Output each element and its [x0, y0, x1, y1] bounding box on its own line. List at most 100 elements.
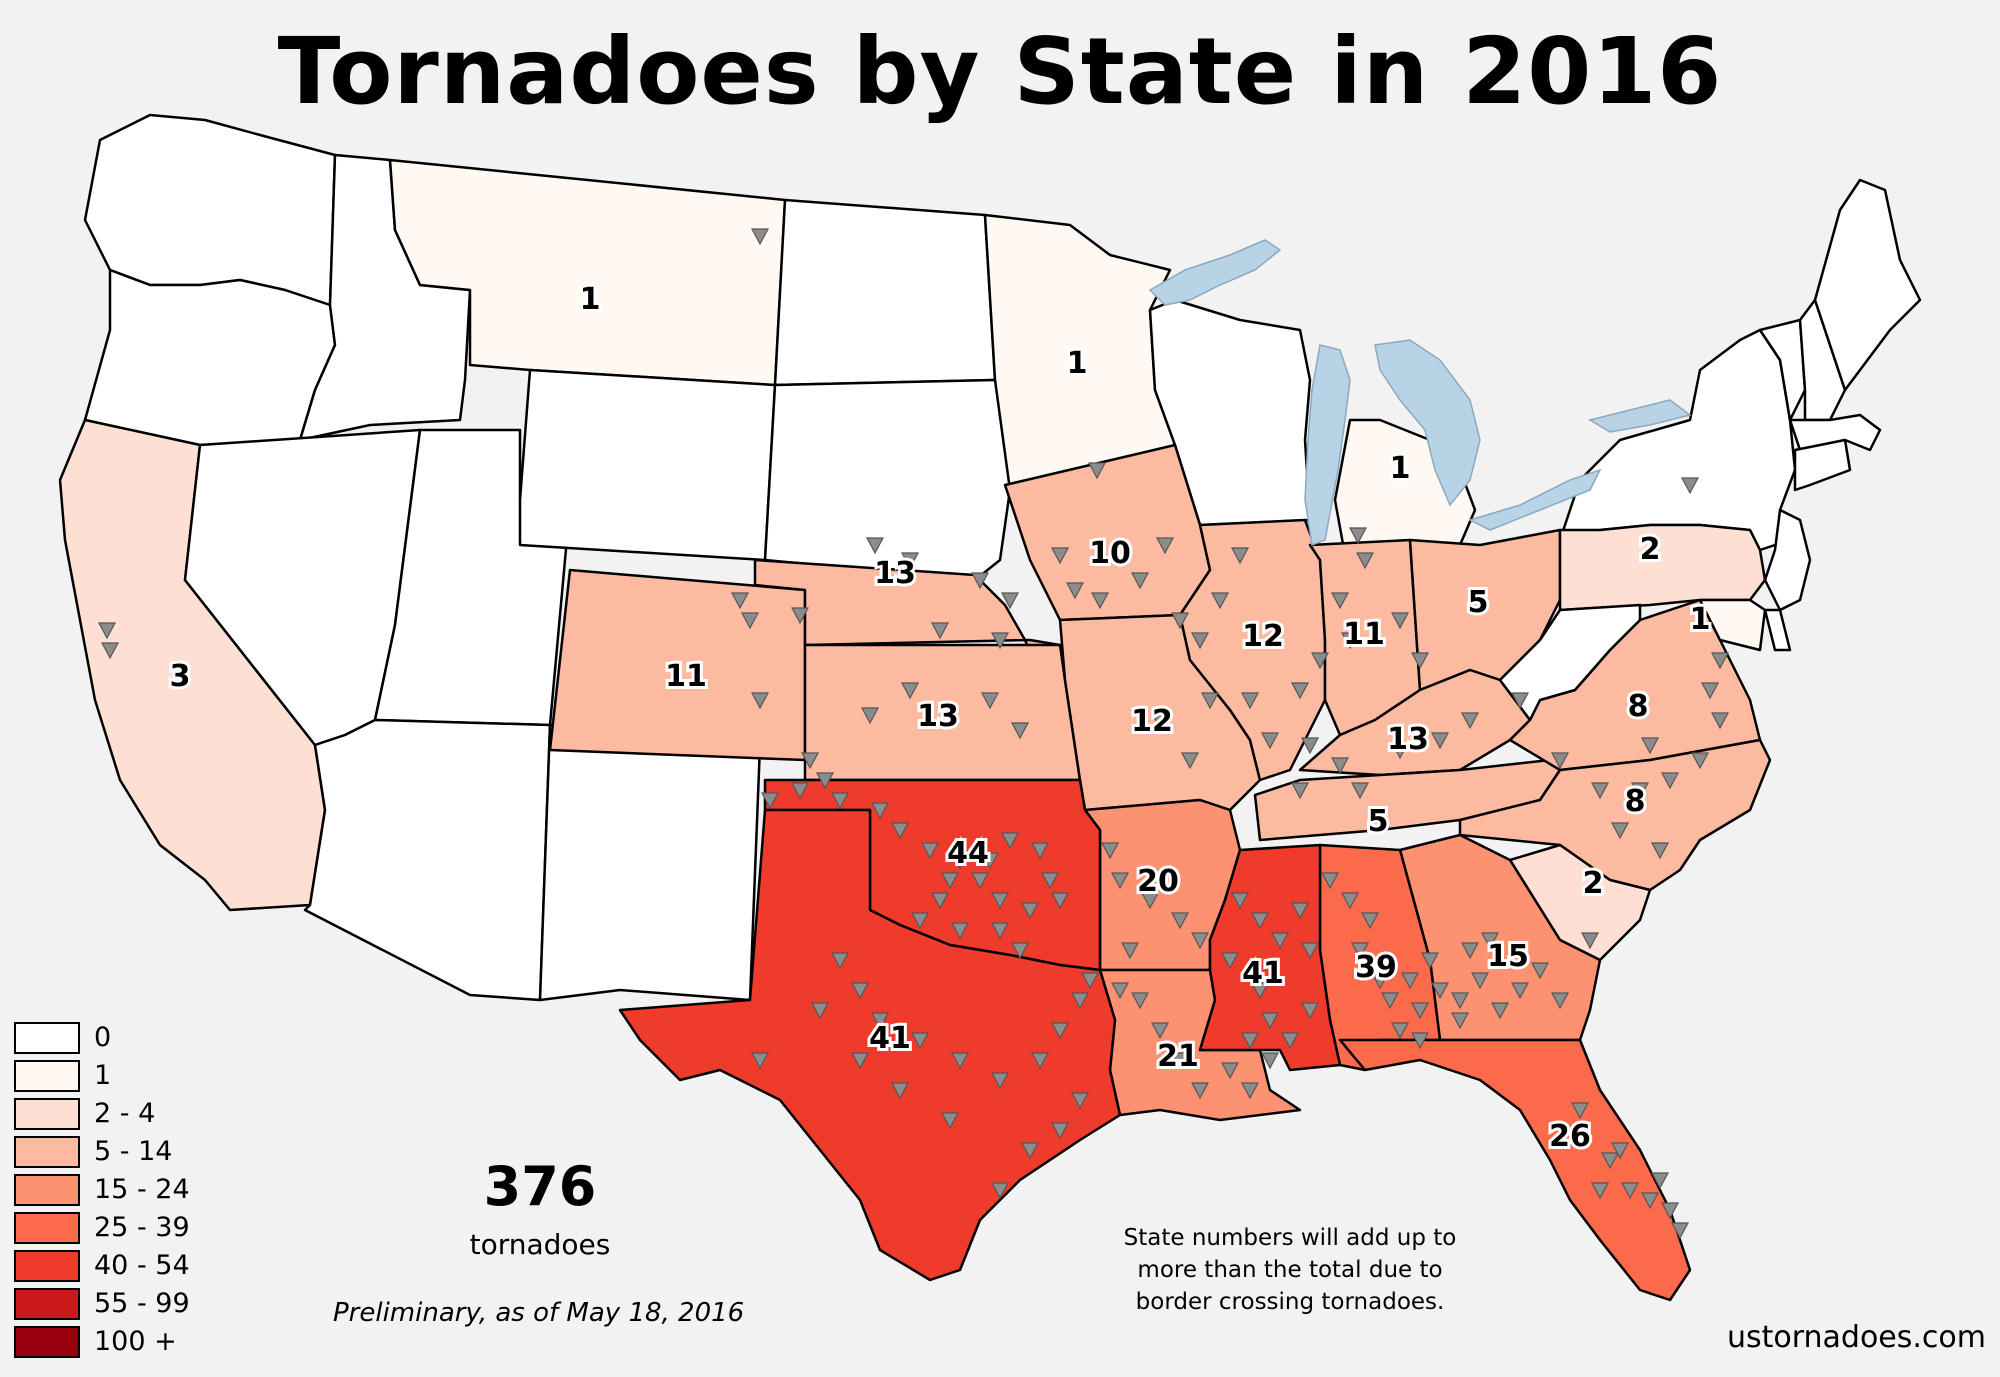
tornado-marker	[1611, 1142, 1629, 1160]
tornado-marker	[941, 1112, 959, 1130]
tornado-marker	[98, 622, 116, 640]
tornado-marker	[1651, 842, 1669, 860]
tornado-marker	[1321, 872, 1339, 890]
legend-label: 25 - 39	[94, 1212, 190, 1243]
legend-swatch	[14, 1022, 80, 1054]
total-count: 376	[483, 1155, 597, 1218]
tornado-marker	[871, 802, 889, 820]
state-ny	[1558, 328, 1797, 552]
state-count-in: 11	[1343, 617, 1385, 652]
tornado-marker	[831, 792, 849, 810]
tornado-marker	[1011, 942, 1029, 960]
state-wi	[1148, 298, 1312, 527]
tornado-marker	[1031, 842, 1049, 860]
tornado-marker	[981, 692, 999, 710]
tornado-marker	[931, 892, 949, 910]
tornado-marker	[1671, 1222, 1689, 1240]
tornado-marker	[951, 852, 969, 870]
state-vt	[1758, 318, 1807, 422]
tornado-marker	[1341, 892, 1359, 910]
state-count-ar: 20	[1137, 864, 1179, 899]
map-title: Tornadoes by State in 2016	[277, 18, 1723, 125]
tornado-marker	[1661, 772, 1679, 790]
tornado-marker	[1691, 752, 1709, 770]
state-count-la: 21	[1157, 1039, 1199, 1074]
tornado-marker	[1088, 462, 1106, 480]
tornado-marker	[1401, 972, 1419, 990]
tornado-marker	[1591, 1182, 1609, 1200]
tornado-marker	[1411, 1002, 1429, 1020]
lake-michigan	[1304, 344, 1351, 547]
tornado-marker	[1291, 682, 1309, 700]
tornado-marker	[1631, 782, 1649, 800]
tornado-marker	[1301, 942, 1319, 960]
tornado-marker	[866, 537, 884, 555]
tornado-marker	[1171, 912, 1189, 930]
state-count-ks: 13	[917, 699, 959, 734]
tornado-marker	[1121, 942, 1139, 960]
tornado-marker	[1251, 912, 1269, 930]
tornado-marker	[1551, 992, 1569, 1010]
state-ms	[1198, 843, 1342, 1072]
legend-label: 1	[94, 1060, 112, 1091]
tornado-marker	[1151, 712, 1169, 730]
tornado-marker	[991, 922, 1009, 940]
tornado-marker	[1411, 1032, 1429, 1050]
state-count-va: 8	[1628, 689, 1649, 724]
state-count-oh: 5	[1468, 585, 1489, 620]
tornado-marker	[1301, 737, 1319, 755]
tornado-marker	[991, 1072, 1009, 1090]
tornado-marker	[1411, 652, 1429, 670]
tornado-marker	[911, 1032, 929, 1050]
tornado-marker	[1641, 737, 1659, 755]
state-fl	[1338, 1038, 1692, 1302]
tornado-marker	[1131, 572, 1149, 590]
state-wy	[518, 368, 777, 562]
legend-swatch	[14, 1060, 80, 1092]
tornado-marker	[1461, 712, 1479, 730]
tornado-marker	[1001, 592, 1019, 610]
legend-swatch	[14, 1212, 80, 1244]
legend-label: 2 - 4	[94, 1098, 156, 1129]
legend-label: 40 - 54	[94, 1250, 190, 1281]
legend-swatch	[14, 1288, 80, 1320]
tornado-marker	[891, 822, 909, 840]
tornado-marker	[731, 592, 749, 610]
tornado-marker	[1011, 722, 1029, 740]
state-count-mi: 1	[1390, 451, 1411, 486]
state-nm	[538, 723, 762, 1002]
state-count-ok: 44	[947, 836, 989, 871]
tornado-marker	[1111, 872, 1129, 890]
tornado-marker	[1221, 952, 1239, 970]
tornado-marker	[1681, 477, 1699, 495]
tornado-marker	[1041, 872, 1059, 890]
tornado-marker	[791, 782, 809, 800]
tornado-marker	[871, 1012, 889, 1030]
tornado-marker	[1391, 1022, 1409, 1040]
tornado-marker	[1651, 1172, 1669, 1190]
state-count-mo: 12	[1131, 704, 1173, 739]
state-count-ia: 10	[1089, 536, 1131, 571]
tornado-marker	[816, 772, 834, 790]
tornado-marker	[851, 982, 869, 1000]
tornado-marker	[1021, 1142, 1039, 1160]
footnote: State numbers will add up to more than t…	[1123, 1225, 1457, 1315]
tornado-marker	[1711, 652, 1729, 670]
tornado-marker	[1451, 992, 1469, 1010]
tornado-marker	[861, 707, 879, 725]
legend-label: 0	[94, 1022, 112, 1053]
tornado-marker	[971, 572, 989, 590]
lake-erie	[1467, 468, 1602, 531]
lake-ontario	[1588, 399, 1692, 433]
state-count-nc: 8	[1625, 784, 1646, 819]
tornado-marker	[1051, 1122, 1069, 1140]
tornado-marker	[1091, 592, 1109, 610]
tornado-marker	[1611, 822, 1629, 840]
tornado-marker	[1271, 932, 1289, 950]
tornado-marker	[1241, 692, 1259, 710]
tornado-marker	[1231, 892, 1249, 910]
tornado-marker	[831, 952, 849, 970]
tornado-marker	[811, 1002, 829, 1020]
tornado-marker	[1481, 932, 1499, 950]
great-lakes	[1148, 239, 1692, 547]
